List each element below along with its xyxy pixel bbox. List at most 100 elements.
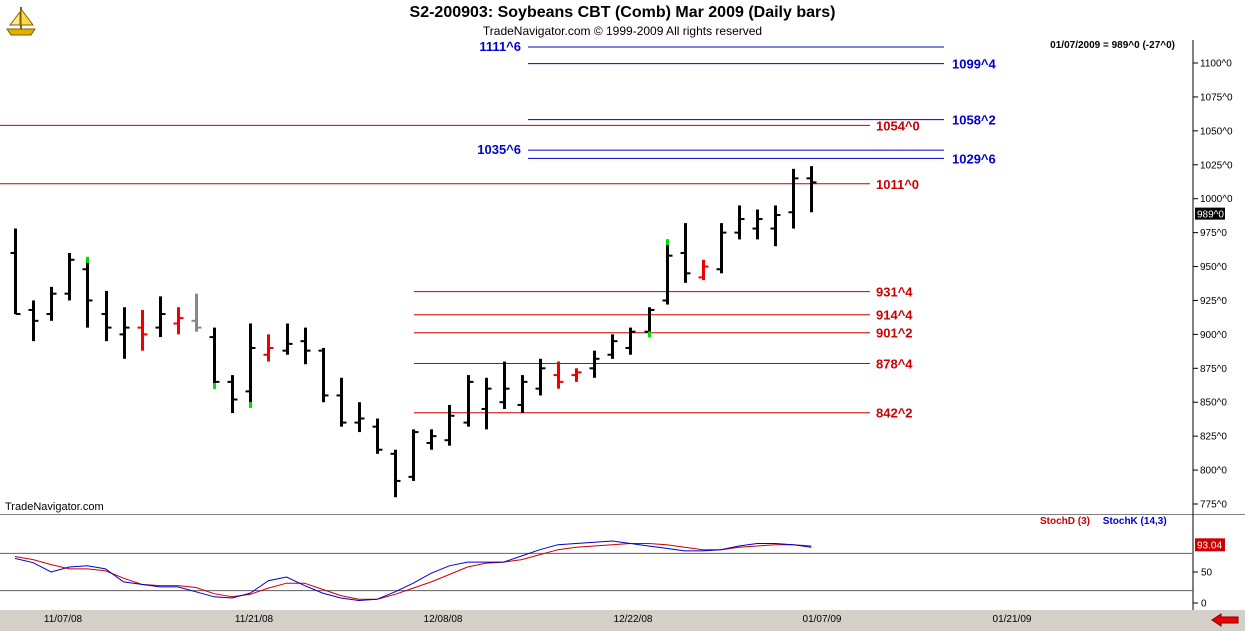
price-bar[interactable]	[589, 350, 600, 378]
price-plot-area	[0, 40, 1193, 514]
stoch-value-label: 93.04	[1197, 540, 1222, 551]
price-bar[interactable]	[191, 293, 202, 332]
price-bar[interactable]	[119, 307, 130, 359]
stochastic-legend: StochD (3) StochK (14,3)	[1040, 516, 1167, 527]
date-price-readout: 01/07/2009 = 989^0 (-27^0)	[1050, 40, 1175, 51]
price-bar[interactable]	[499, 361, 510, 410]
price-tick-label: 1000^0	[1200, 194, 1233, 205]
stochastic-panel[interactable]: 0 50 93.04	[0, 514, 1245, 610]
level-label: 931^4	[876, 285, 913, 300]
price-bar[interactable]	[644, 307, 655, 338]
date-tick-label: 11/07/08	[43, 614, 83, 625]
price-bar[interactable]	[10, 228, 21, 316]
price-bar[interactable]	[64, 252, 75, 301]
price-bar[interactable]	[426, 429, 437, 450]
price-axis-area	[1193, 40, 1245, 514]
price-tick-label: 875^0	[1200, 364, 1227, 375]
price-bar[interactable]	[46, 286, 57, 321]
price-bar[interactable]	[571, 368, 582, 382]
price-tick-label: 775^0	[1200, 500, 1227, 511]
price-bar[interactable]	[535, 358, 546, 396]
stoch-series-line	[14, 540, 812, 602]
price-bar[interactable]	[263, 334, 274, 362]
price-tick-label: 1075^0	[1200, 92, 1233, 103]
price-bar[interactable]	[372, 418, 383, 454]
legend-stochk: StochK (14,3)	[1102, 516, 1167, 527]
date-tick-label: 11/21/08	[234, 614, 274, 625]
price-bar[interactable]	[390, 449, 401, 498]
ship-logo-icon	[6, 7, 36, 36]
price-bar[interactable]	[662, 239, 673, 305]
price-bar[interactable]	[209, 327, 220, 389]
price-bar[interactable]	[227, 375, 238, 414]
chart-title: S2-200903: Soybeans CBT (Comb) Mar 2009 …	[409, 4, 836, 21]
level-label: 1011^0	[876, 177, 919, 192]
date-axis: 11/07/08 11/21/08 12/08/08 12/22/08 01/07/09…	[0, 610, 1245, 631]
price-bar[interactable]	[245, 323, 256, 408]
price-bar[interactable]	[788, 168, 799, 229]
price-bar[interactable]	[553, 361, 564, 389]
price-tick-label: 975^0	[1200, 228, 1227, 239]
price-bar[interactable]	[698, 259, 709, 281]
copyright-text: TradeNavigator.com © 1999-2009 All right…	[482, 24, 763, 38]
date-tick-label: 01/21/09	[992, 614, 1032, 625]
date-tick-label: 12/08/08	[423, 614, 463, 625]
watermark: TradeNavigator.com	[5, 501, 104, 513]
level-label: 1029^6	[952, 151, 996, 166]
price-bar[interactable]	[282, 323, 293, 355]
price-bar[interactable]	[408, 429, 419, 481]
price-bar[interactable]	[806, 166, 817, 213]
price-bar[interactable]	[354, 402, 365, 433]
stoch-axis-area	[1193, 514, 1245, 610]
stoch-tick-label: 0	[1201, 599, 1207, 610]
price-bar[interactable]	[680, 223, 691, 283]
date-tick-label: 12/22/08	[613, 614, 653, 625]
price-bar[interactable]	[517, 375, 528, 414]
price-bar[interactable]	[101, 290, 112, 342]
price-bar[interactable]	[155, 296, 166, 338]
level-label: 842^2	[876, 406, 913, 421]
level-label: 1035^6	[477, 142, 521, 157]
stoch-plot-area	[0, 514, 1193, 610]
price-tick-label: 900^0	[1200, 330, 1227, 341]
level-label: 1054^0	[876, 118, 920, 133]
level-label: 914^4	[876, 308, 913, 323]
price-tick-label: 1025^0	[1200, 160, 1233, 171]
current-price-box	[1195, 207, 1225, 220]
price-bar[interactable]	[28, 300, 39, 342]
price-bar[interactable]	[318, 347, 329, 403]
chart-header: S2-200903: Soybeans CBT (Comb) Mar 2009 …	[0, 0, 1245, 40]
level-label: 1099^4	[952, 57, 997, 72]
price-tick-label: 925^0	[1200, 296, 1227, 307]
stoch-tick-label: 50	[1201, 568, 1213, 579]
price-tick-label: 800^0	[1200, 466, 1227, 477]
level-label: 1111^6	[479, 40, 521, 54]
price-bar[interactable]	[625, 327, 636, 355]
price-tick-label: 825^0	[1200, 432, 1227, 443]
current-price-label: 989^0	[1197, 210, 1224, 221]
price-bar[interactable]	[463, 375, 474, 427]
price-bar[interactable]	[481, 377, 492, 430]
price-chart[interactable]: 775^0 800^0 825^0 850^0 875^0 900^0 925^0 950^0…	[0, 40, 1245, 514]
price-tick-label: 950^0	[1200, 262, 1227, 273]
price-tick-label: 850^0	[1200, 398, 1227, 409]
price-bar[interactable]	[444, 404, 455, 446]
level-label: 901^2	[876, 326, 913, 341]
level-label: 1058^2	[952, 113, 996, 128]
level-label: 878^4	[876, 357, 913, 372]
price-bar[interactable]	[173, 307, 184, 335]
price-bar[interactable]	[607, 334, 618, 359]
price-tick-label: 1100^0	[1200, 59, 1232, 70]
scroll-left-arrow-icon[interactable]	[1211, 613, 1239, 627]
legend-stochd: StochD (3)	[1040, 516, 1090, 527]
price-tick-label: 1050^0	[1200, 126, 1233, 137]
price-bar[interactable]	[770, 205, 781, 247]
price-bar[interactable]	[300, 327, 311, 365]
price-bar[interactable]	[137, 309, 148, 351]
price-bar[interactable]	[716, 223, 727, 274]
price-bar[interactable]	[336, 377, 347, 427]
price-bar[interactable]	[734, 205, 745, 240]
price-bar[interactable]	[752, 209, 763, 240]
price-bar[interactable]	[82, 256, 93, 328]
